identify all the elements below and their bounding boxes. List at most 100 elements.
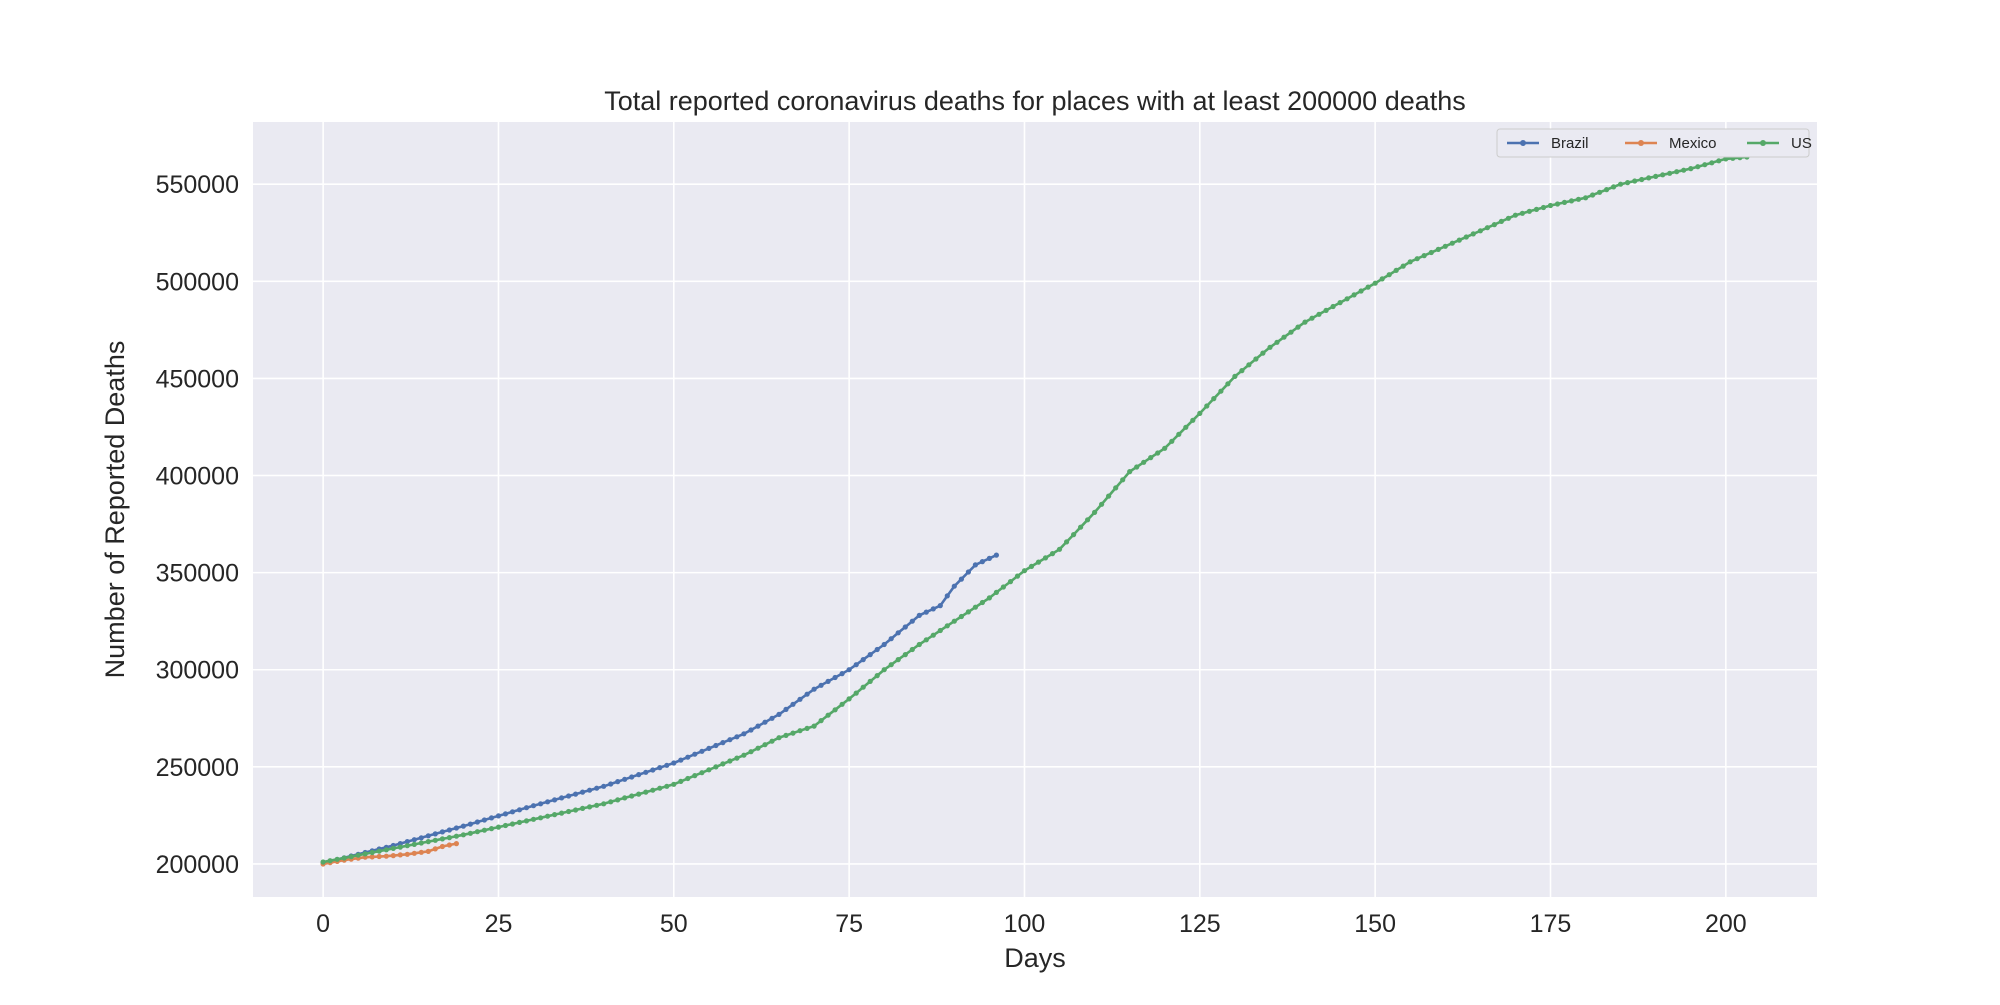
data-point (1695, 164, 1701, 170)
y-tick-label: 450000 (156, 365, 239, 393)
data-point (1267, 344, 1273, 350)
y-tick-label: 300000 (156, 657, 239, 685)
legend-label: Mexico (1669, 135, 1717, 152)
data-point (1253, 356, 1259, 362)
data-point (1042, 555, 1049, 561)
data-point (1561, 199, 1568, 205)
data-point (1035, 559, 1042, 565)
data-point (615, 779, 621, 785)
data-point (986, 555, 993, 562)
data-point (1049, 551, 1056, 557)
data-point (530, 816, 537, 822)
data-point (1358, 288, 1364, 294)
data-point (608, 799, 614, 805)
data-point (580, 805, 586, 812)
data-point (327, 858, 333, 864)
data-point (1611, 184, 1617, 190)
data-point (411, 837, 417, 843)
data-point (523, 805, 530, 811)
data-point (1505, 215, 1511, 221)
data-point (1597, 189, 1603, 195)
data-point (937, 627, 943, 634)
data-point (741, 752, 747, 758)
data-point (650, 767, 656, 773)
data-point (1421, 253, 1427, 259)
data-point (432, 837, 438, 843)
data-point (1716, 158, 1722, 164)
x-tick-label: 25 (485, 910, 513, 938)
data-point (1190, 417, 1196, 423)
data-point (671, 781, 677, 787)
data-point (538, 815, 544, 821)
data-point (1302, 319, 1308, 325)
data-point (916, 612, 922, 619)
data-point (320, 859, 326, 865)
data-point (1646, 175, 1652, 181)
data-point (839, 701, 845, 707)
data-point (552, 812, 558, 818)
data-point (1463, 234, 1469, 240)
data-point (467, 821, 473, 827)
data-point (1575, 196, 1582, 202)
data-point (376, 853, 382, 860)
data-point (713, 742, 719, 749)
data-point (397, 844, 403, 850)
data-point (692, 751, 698, 757)
data-point (769, 715, 775, 721)
data-point (657, 785, 663, 791)
data-point (643, 769, 649, 775)
data-point (383, 847, 389, 853)
data-point (741, 731, 747, 737)
data-point (573, 807, 579, 813)
data-point (453, 825, 459, 831)
data-point (965, 569, 972, 575)
data-point (523, 818, 530, 824)
data-point (1681, 167, 1687, 173)
data-point (706, 745, 712, 752)
data-point (692, 773, 698, 779)
data-point (566, 793, 572, 799)
data-point (1274, 339, 1280, 345)
data-point (832, 674, 838, 681)
data-point (923, 637, 929, 643)
data-point (474, 819, 480, 825)
data-point (1134, 464, 1140, 470)
legend-marker (1520, 140, 1526, 146)
data-point (755, 745, 761, 751)
data-point (958, 613, 965, 620)
data-point (825, 712, 831, 718)
data-point (622, 776, 628, 782)
data-point (559, 795, 565, 801)
x-tick-label: 50 (660, 910, 688, 938)
data-point (832, 707, 838, 713)
data-point (1056, 546, 1063, 552)
data-point (825, 678, 831, 685)
data-point (944, 623, 950, 629)
data-point (657, 765, 663, 771)
data-point (1246, 362, 1252, 368)
data-point (1533, 206, 1540, 212)
data-point (972, 562, 979, 568)
data-point (1021, 568, 1028, 574)
data-point (727, 758, 733, 764)
data-point (334, 856, 340, 862)
data-point (776, 711, 782, 718)
data-point (601, 801, 607, 807)
legend-item-brazil: Brazil (1507, 135, 1589, 152)
data-point (1099, 501, 1105, 507)
data-point (418, 840, 424, 846)
y-tick-label: 350000 (156, 560, 239, 588)
data-point (404, 839, 410, 845)
data-point (411, 841, 417, 848)
data-point (664, 762, 670, 768)
data-point (1491, 222, 1497, 228)
data-point (1470, 231, 1476, 237)
data-point (502, 811, 509, 817)
y-tick-label: 250000 (156, 754, 239, 782)
data-point (1064, 539, 1070, 545)
data-point (1379, 276, 1385, 282)
data-point (930, 632, 936, 638)
data-point (390, 853, 396, 859)
